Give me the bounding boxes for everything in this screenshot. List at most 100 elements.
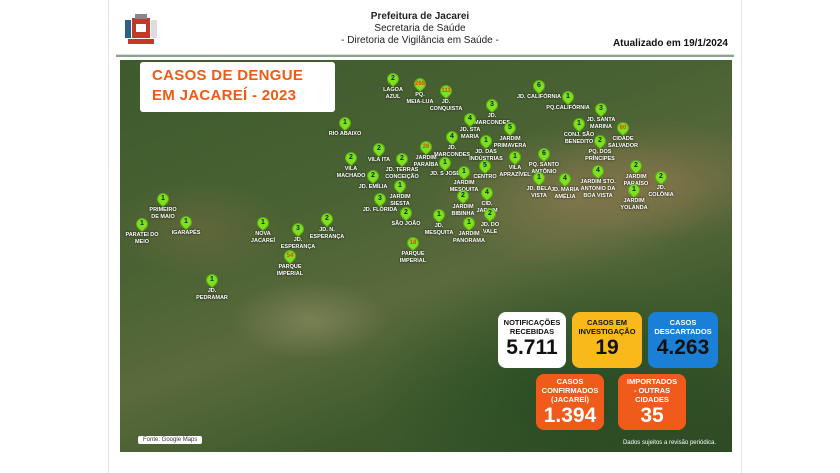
title-line-1: CASOS DE DENGUE <box>152 67 304 84</box>
marker-count: 2 <box>371 172 375 179</box>
marker-label: PQ.CALIFÓRNIA <box>546 105 590 111</box>
map-marker-pin[interactable]: 60 <box>614 119 632 137</box>
map-marker-pin[interactable]: 2 <box>397 204 415 222</box>
marker-label: JD. MARCONDES <box>433 145 471 158</box>
card-value: 5.711 <box>506 336 558 359</box>
investigation-card: CASOS EM INVESTIGAÇÃO 19 <box>572 312 642 368</box>
marker-count: 1 <box>140 220 144 227</box>
marker-label: PRIMEIRO DE MAIO <box>149 207 177 220</box>
map-marker-pin[interactable]: 3 <box>483 96 501 114</box>
marker-label: PQ. DOS PRÍNCIPES <box>585 149 615 162</box>
card-value: 1.394 <box>543 404 597 427</box>
map-marker-pin[interactable]: 2 <box>627 157 645 175</box>
marker-count: 1 <box>484 137 488 144</box>
map-marker-pin[interactable]: 1 <box>177 213 195 231</box>
marker-count: 1 <box>467 219 471 226</box>
map-marker-pin[interactable]: 1 <box>336 114 354 132</box>
map-marker-pin[interactable]: 5 <box>501 119 519 137</box>
card-value: 35 <box>640 404 664 427</box>
marker-count: 4 <box>563 175 567 182</box>
map-source: Fonte: Google Maps <box>138 436 203 444</box>
map-marker-pin[interactable]: 1 <box>133 215 151 233</box>
marker-label: JD. MARIA AMÉLIA <box>550 187 580 200</box>
map-marker-pin[interactable]: 2 <box>652 168 670 186</box>
marker-label: JD. S JOSÉ <box>430 171 460 177</box>
map-marker-pin[interactable]: 1 <box>430 206 448 224</box>
marker-label: VILA ITA <box>367 157 391 163</box>
marker-label: JD. CONQUISTA <box>429 99 463 112</box>
map-marker-pin[interactable]: 1 <box>570 115 588 133</box>
map-marker-pin[interactable]: 1 <box>506 148 524 166</box>
map-marker-pin[interactable]: 2 <box>342 149 360 167</box>
map-marker-pin[interactable]: 6 <box>530 77 548 95</box>
map-marker-pin[interactable]: 3 <box>592 100 610 118</box>
map-marker-pin[interactable]: 18 <box>404 234 422 252</box>
city-crest-logo <box>125 14 157 44</box>
department: Secretaria de Saúde <box>374 23 466 34</box>
marker-label: JD. BELA VISTA <box>526 186 552 199</box>
marker-count: 6 <box>542 150 546 157</box>
map-marker-pin[interactable]: 6 <box>535 145 553 163</box>
marker-count: 1 <box>161 195 165 202</box>
divider <box>116 54 734 57</box>
marker-count: 3 <box>296 225 300 232</box>
marker-count: 3 <box>599 105 603 112</box>
marker-label: JARDIM SIESTA <box>389 194 411 207</box>
marker-count: 1 <box>261 219 265 226</box>
map-marker-pin[interactable]: 268 <box>411 75 429 93</box>
map-marker-pin[interactable]: 2 <box>393 150 411 168</box>
marker-count: 5 <box>508 124 512 131</box>
marker-label: PARATEI DO MEIO <box>125 232 159 245</box>
map-marker-pin[interactable]: 2 <box>318 210 336 228</box>
card-label: CASOS EM INVESTIGAÇÃO <box>578 318 636 336</box>
map-marker-pin[interactable]: 2 <box>364 167 382 185</box>
map-marker-pin[interactable]: 3 <box>371 190 389 208</box>
marker-count: 1 <box>462 168 466 175</box>
marker-count: 1 <box>398 182 402 189</box>
marker-label: JD. EMÍLIA <box>358 184 388 190</box>
card-label: CASOS CONFIRMADOS (JACAREÍ) <box>541 377 599 404</box>
marker-count: 1 <box>566 93 570 100</box>
map-marker-pin[interactable]: 1 <box>460 214 478 232</box>
marker-count: 6 <box>537 82 541 89</box>
map-marker-pin[interactable]: 1 <box>154 190 172 208</box>
marker-count: 4 <box>485 189 489 196</box>
marker-count: 26 <box>422 144 430 150</box>
revision-note: Dados sujeitos a revisão periódica. <box>622 440 716 446</box>
marker-label: NOVA JACAREÍ <box>250 231 276 244</box>
marker-count: 1 <box>437 211 441 218</box>
imported-card: IMPORTADOS - OUTRAS CIDADES 35 <box>618 374 686 430</box>
map-marker-pin[interactable]: 1 <box>254 214 272 232</box>
marker-count: 2 <box>349 154 353 161</box>
marker-label: JARDIM PRIMAVERA <box>493 136 527 149</box>
map-marker-pin[interactable]: 2 <box>591 132 609 150</box>
map-marker-pin[interactable]: 1 <box>559 88 577 106</box>
marker-count: 2 <box>404 209 408 216</box>
map-marker-pin[interactable]: 3 <box>289 220 307 238</box>
marker-label: JARDIM BIBINHA <box>451 204 475 217</box>
map-marker-pin[interactable]: 4 <box>589 162 607 180</box>
marker-count: 5 <box>483 162 487 169</box>
marker-count: 54 <box>286 253 294 259</box>
map-marker-pin[interactable]: 111 <box>437 82 455 100</box>
marker-label: JD. ESPERANÇA <box>280 237 316 250</box>
marker-count: 3 <box>490 101 494 108</box>
map-marker-pin[interactable]: 2 <box>370 140 388 158</box>
marker-count: 1 <box>513 153 517 160</box>
map-marker-pin[interactable]: 4 <box>556 170 574 188</box>
map-marker-pin[interactable]: 4 <box>443 128 461 146</box>
marker-label: RIO ABAIXO <box>328 131 362 137</box>
marker-label: JD. MARCONDES <box>473 113 511 126</box>
marker-label: JD. N. ESPERANÇA <box>309 227 345 240</box>
marker-count: 2 <box>377 145 381 152</box>
marker-count: 1 <box>443 159 447 166</box>
discarded-card: CASOS DESCARTADOS 4.263 <box>648 312 718 368</box>
map-marker-pin[interactable]: 26 <box>417 138 435 156</box>
map-marker-pin[interactable]: 1 <box>477 132 495 150</box>
org-name: Prefeitura de Jacarei <box>370 11 470 22</box>
map-marker-pin[interactable]: 1 <box>203 271 221 289</box>
marker-label: PARQUE IMPERIAL <box>276 264 304 277</box>
map-marker-pin[interactable]: 4 <box>478 184 496 202</box>
marker-count: 2 <box>391 75 395 82</box>
map-marker-pin[interactable]: 2 <box>384 70 402 88</box>
